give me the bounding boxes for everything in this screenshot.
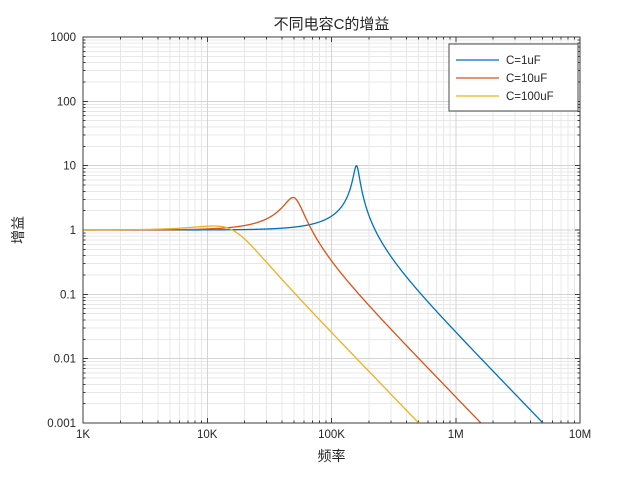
legend-entry-c-1uf: C=1uF [456,55,541,67]
y-tick-label: 0.01 [54,354,76,366]
x-tick-label: 1M [448,429,464,441]
axis-box [82,36,581,424]
x-tick-label: 1K [76,429,90,441]
x-axis-label: 频率 [317,448,346,464]
curve-c-100uf [82,225,420,424]
legend-entry-c-10uf: C=10uF [456,73,547,85]
y-tick-label: 0.1 [60,289,76,301]
x-tick-labels: 1K 10K 100K 1M 10M [76,429,591,441]
legend: C=1uF C=10uF C=100uF [448,43,579,112]
chart-title: 不同电容C的增益 [273,16,390,33]
legend-label-c-100uf: C=100uF [506,91,554,103]
x-tick-label: 10K [197,429,218,441]
legend-label-c-10uf: C=10uF [506,73,547,85]
legend-entry-c-100uf: C=100uF [456,91,554,103]
x-tick-label: 100K [318,429,345,441]
y-axis-label: 增益 [10,216,26,244]
y-tick-label: 1 [70,225,76,237]
y-tick-label: 0.001 [47,418,76,430]
y-tick-label: 100 [57,96,76,108]
x-tick-label: 10M [569,429,591,441]
y-tick-label: 1000 [50,32,76,44]
y-tick-labels: 1000 100 10 1 0.1 0.01 0.001 [47,32,76,430]
y-tick-label: 10 [63,161,76,173]
legend-label-c-1uf: C=1uF [506,55,541,67]
